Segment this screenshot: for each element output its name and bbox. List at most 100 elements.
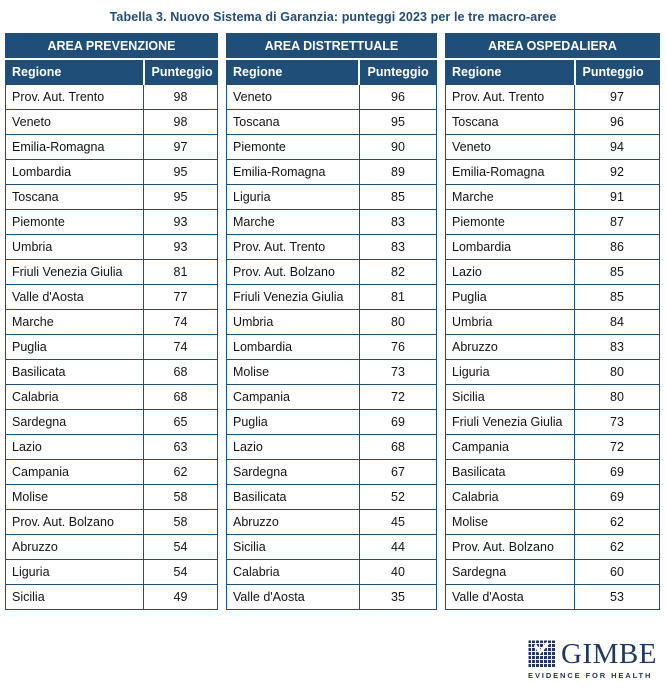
region-cell: Puglia [445, 284, 575, 310]
score-cell: 95 [358, 109, 438, 135]
score-cell: 93 [143, 234, 218, 260]
table-row: Sicilia 49 [5, 584, 218, 610]
table-row: Sardegna 60 [445, 559, 660, 585]
column-header-regione: Regione [445, 59, 576, 85]
score-cell: 67 [358, 459, 438, 485]
region-cell: Calabria [226, 559, 360, 585]
region-cell: Puglia [226, 409, 360, 435]
score-cell: 74 [143, 309, 218, 335]
region-cell: Friuli Venezia Giulia [226, 284, 360, 310]
column-header-punteggio: Punteggio [359, 59, 437, 85]
score-cell: 44 [358, 534, 438, 560]
table-row: Abruzzo 45 [226, 509, 438, 535]
score-cell: 95 [143, 184, 218, 210]
score-cell: 94 [574, 134, 660, 160]
table-row: Abruzzo 54 [5, 534, 218, 560]
score-cell: 72 [574, 434, 660, 460]
score-cell: 69 [574, 459, 660, 485]
score-cell: 84 [574, 309, 660, 335]
region-cell: Calabria [5, 384, 144, 410]
region-cell: Prov. Aut. Bolzano [226, 259, 360, 285]
table-row: Toscana 95 [5, 184, 218, 210]
logo-text: GIMBE [561, 638, 657, 670]
region-cell: Emilia-Romagna [5, 134, 144, 160]
score-cell: 80 [574, 384, 660, 410]
score-cell: 91 [574, 184, 660, 210]
score-cell: 73 [358, 359, 438, 385]
table-row: Campania 62 [5, 459, 218, 485]
table-row: Piemonte 90 [226, 134, 438, 160]
table-area-prevenzione: AREA PREVENZIONE Regione Punteggio Prov.… [5, 33, 218, 610]
score-cell: 53 [574, 584, 660, 610]
region-cell: Prov. Aut. Bolzano [5, 509, 144, 535]
table-row: Molise 62 [445, 509, 660, 535]
region-cell: Sardegna [445, 559, 575, 585]
score-cell: 63 [143, 434, 218, 460]
table-row: Prov. Aut. Bolzano 62 [445, 534, 660, 560]
table-row: Puglia 74 [5, 334, 218, 360]
score-cell: 82 [358, 259, 438, 285]
region-cell: Abruzzo [445, 334, 575, 360]
area-header: AREA PREVENZIONE [5, 33, 218, 60]
region-cell: Veneto [445, 134, 575, 160]
region-cell: Abruzzo [226, 509, 360, 535]
score-cell: 92 [574, 159, 660, 185]
table-area-ospedaliera: AREA OSPEDALIERA Regione Punteggio Prov.… [445, 33, 660, 610]
score-cell: 83 [574, 334, 660, 360]
region-cell: Calabria [445, 484, 575, 510]
region-cell: Marche [5, 309, 144, 335]
table-row: Abruzzo 83 [445, 334, 660, 360]
score-cell: 81 [358, 284, 438, 310]
score-cell: 62 [574, 509, 660, 535]
score-cell: 74 [143, 334, 218, 360]
table-row: Veneto 94 [445, 134, 660, 160]
score-cell: 85 [358, 184, 438, 210]
score-cell: 52 [358, 484, 438, 510]
table-row: Puglia 69 [226, 409, 438, 435]
table-row: Marche 91 [445, 184, 660, 210]
region-cell: Piemonte [5, 209, 144, 235]
region-cell: Prov. Aut. Bolzano [445, 534, 575, 560]
score-cell: 80 [574, 359, 660, 385]
table-row: Sardegna 65 [5, 409, 218, 435]
score-cell: 68 [143, 384, 218, 410]
table-row: Campania 72 [226, 384, 438, 410]
region-cell: Basilicata [226, 484, 360, 510]
region-cell: Umbria [445, 309, 575, 335]
score-cell: 73 [574, 409, 660, 435]
region-cell: Prov. Aut. Trento [226, 234, 360, 260]
table-row: Veneto 96 [226, 84, 438, 110]
table-row: Prov. Aut. Trento 83 [226, 234, 438, 260]
region-cell: Sicilia [226, 534, 360, 560]
table-row: Lazio 85 [445, 259, 660, 285]
logo-top-row: GIMBE [528, 638, 657, 670]
table-area-distrettuale: AREA DISTRETTUALE Regione Punteggio Vene… [226, 33, 438, 610]
table-body: Prov. Aut. Trento 98 Veneto 98 Emilia-Ro… [5, 84, 218, 610]
region-cell: Campania [445, 434, 575, 460]
table-body: Veneto 96 Toscana 95 Piemonte 90 Emilia-… [226, 84, 438, 610]
region-cell: Molise [5, 484, 144, 510]
area-header: AREA OSPEDALIERA [445, 33, 660, 60]
table-row: Friuli Venezia Giulia 73 [445, 409, 660, 435]
region-cell: Sardegna [5, 409, 144, 435]
score-cell: 40 [358, 559, 438, 585]
score-cell: 86 [574, 234, 660, 260]
table-row: Emilia-Romagna 97 [5, 134, 218, 160]
score-cell: 80 [358, 309, 438, 335]
score-cell: 87 [574, 209, 660, 235]
region-cell: Liguria [445, 359, 575, 385]
table-row: Valle d'Aosta 77 [5, 284, 218, 310]
table-row: Emilia-Romagna 92 [445, 159, 660, 185]
region-cell: Toscana [5, 184, 144, 210]
table-row: Veneto 98 [5, 109, 218, 135]
score-cell: 83 [358, 234, 438, 260]
score-cell: 77 [143, 284, 218, 310]
region-cell: Valle d'Aosta [445, 584, 575, 610]
tables-container: AREA PREVENZIONE Regione Punteggio Prov.… [5, 33, 660, 610]
table-row: Liguria 80 [445, 359, 660, 385]
region-cell: Sicilia [445, 384, 575, 410]
table-row: Calabria 69 [445, 484, 660, 510]
score-cell: 49 [143, 584, 218, 610]
table-row: Umbria 80 [226, 309, 438, 335]
table-body: Prov. Aut. Trento 97 Toscana 96 Veneto 9… [445, 84, 660, 610]
